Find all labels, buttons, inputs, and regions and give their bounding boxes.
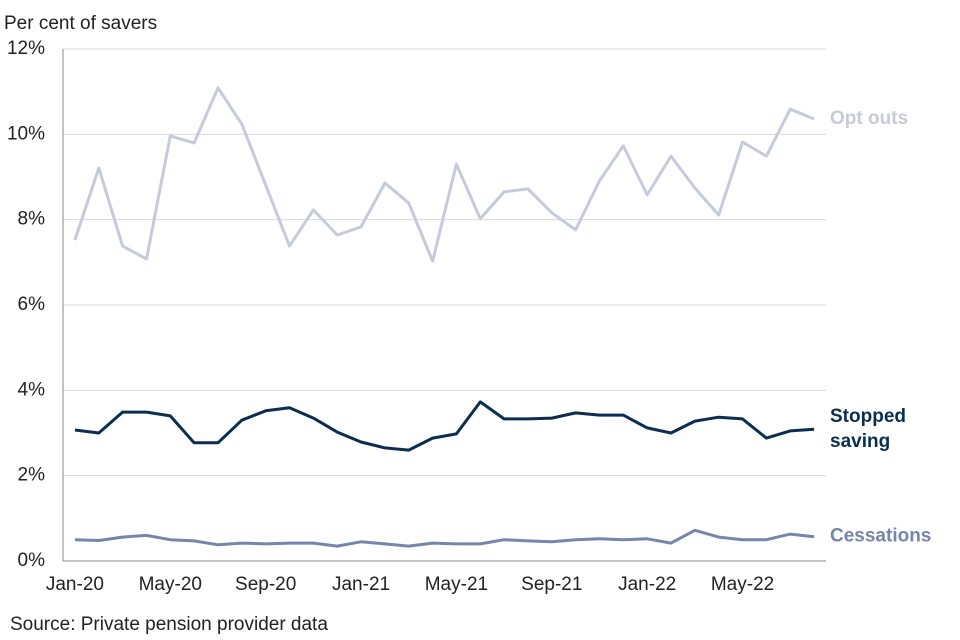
y-axis-label: Per cent of savers: [4, 13, 157, 34]
x-tick-label: May-20: [139, 574, 202, 595]
y-tick-label: 2%: [18, 465, 46, 486]
series-line: [74, 400, 815, 452]
series-label: Opt outs: [830, 108, 908, 129]
source-note: Source: Private pension provider data: [10, 614, 328, 635]
x-tick-label: Jan-20: [46, 574, 104, 595]
y-tick-label: 8%: [18, 209, 46, 230]
y-tick-label: 4%: [18, 379, 46, 400]
x-tick-label: May-21: [425, 574, 488, 595]
y-tick-label: 0%: [18, 550, 46, 571]
series-line: [74, 528, 815, 548]
x-tick-label: Sep-21: [521, 574, 582, 595]
x-tick-label: Jan-21: [332, 574, 390, 595]
y-tick-label: 12%: [7, 38, 45, 59]
y-tick-label: 6%: [18, 294, 46, 315]
series-line: [73, 86, 815, 263]
series-label: Cessations: [830, 526, 931, 547]
x-tick-label: Sep-20: [235, 574, 296, 595]
x-tick-label: Jan-22: [618, 574, 676, 595]
x-tick-label: May-22: [711, 574, 774, 595]
series-label: Stopped saving: [830, 406, 906, 452]
y-tick-label: 10%: [7, 123, 45, 144]
